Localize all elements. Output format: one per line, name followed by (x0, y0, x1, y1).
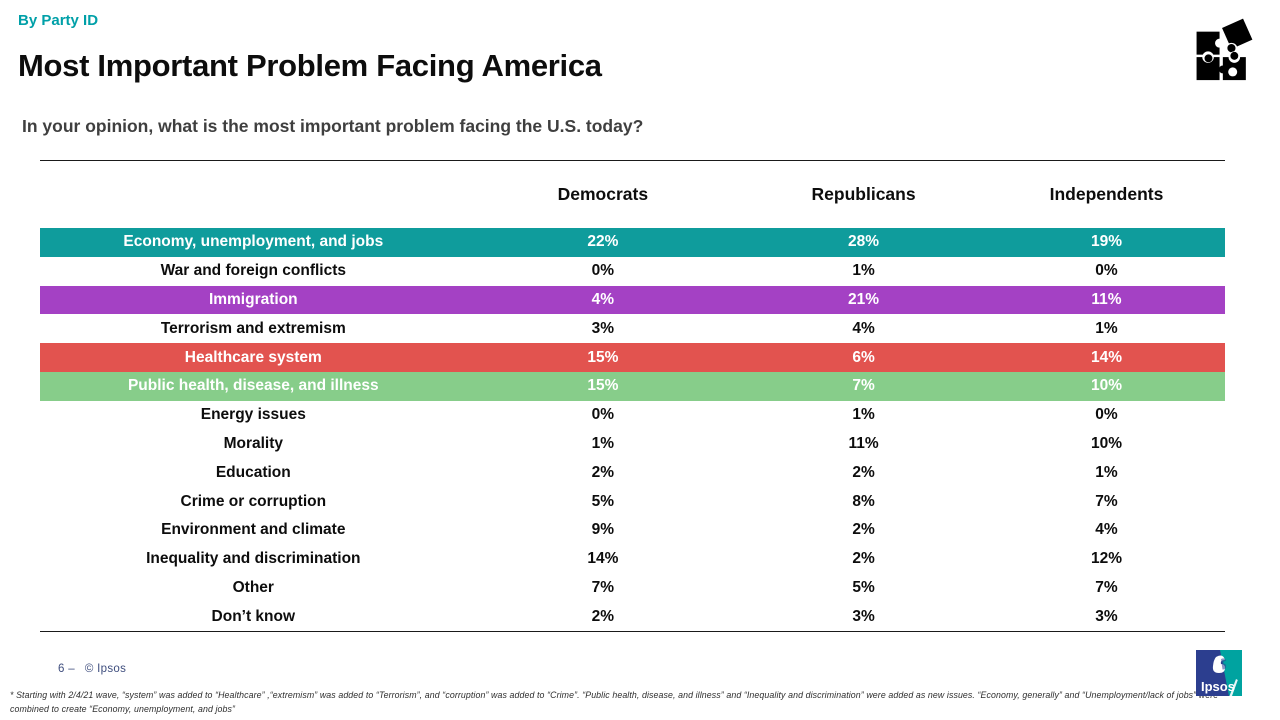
footnote-line-2: combined to create “Economy, unemploymen… (10, 703, 236, 714)
row-label: Crime or corruption (180, 492, 327, 510)
cell-value: 7% (1095, 578, 1118, 596)
cell-value: 14% (1090, 348, 1122, 366)
kicker: By Party ID (18, 12, 99, 29)
cell-value: 21% (848, 290, 880, 308)
cell-value: 12% (1090, 550, 1122, 568)
cell-value: 2% (591, 463, 615, 481)
cell-value: 3% (591, 319, 615, 337)
cell-value: 3% (1095, 607, 1118, 625)
cell-value: 4% (1095, 521, 1118, 539)
cell-value: 28% (848, 233, 880, 251)
table-header-row: Democrats Republicans Independents (40, 161, 1225, 228)
row-label: Healthcare system (184, 348, 322, 366)
row-label: Environment and climate (161, 521, 346, 539)
table-row: Inequality and discrimination 14% 2% 12% (40, 545, 1225, 574)
table-row: Crime or corruption 5% 8% 7% (40, 487, 1225, 516)
survey-question: In your opinion, what is the most import… (22, 116, 644, 136)
row-label: Morality (223, 434, 284, 452)
table-row: Healthcare system 15% 6% 14% (40, 343, 1225, 372)
copyright: © Ipsos (84, 663, 127, 675)
column-header-republicans: Republicans (811, 184, 916, 204)
table-row: Public health, disease, and illness 15% 7%… (40, 371, 1225, 401)
table-row: Morality 1% 11% 10% (40, 430, 1225, 459)
cell-value: 15% (587, 348, 619, 366)
cell-value: 14% (587, 550, 619, 568)
cell-value: 4% (591, 290, 615, 308)
footnote: * Starting with 2/4/21 wave, “system” wa… (10, 689, 1275, 716)
column-header-democrats: Democrats (557, 184, 649, 204)
page-number: 6 – (58, 663, 75, 675)
cell-value: 1% (1095, 463, 1118, 481)
table-row: Don’t know 2% 3% 3% (40, 602, 1225, 631)
cell-value: 2% (591, 607, 615, 625)
results-table: Democrats Republicans Independents Econo… (40, 160, 1225, 633)
page-footer: 6 – © Ipsos (58, 663, 126, 675)
cell-value: 1% (852, 406, 875, 424)
cell-value: 2% (852, 521, 875, 539)
table-row: War and foreign conflicts 0% 1% 0% (40, 257, 1225, 286)
cell-value: 19% (1090, 233, 1122, 251)
cell-value: 5% (591, 492, 615, 510)
cell-value: 10% (1090, 434, 1122, 452)
row-label: Inequality and discrimination (146, 550, 361, 568)
row-label: Immigration (208, 290, 298, 308)
cell-value: 1% (852, 262, 875, 280)
cell-value: 11% (848, 434, 879, 452)
row-label: Energy issues (200, 406, 306, 424)
row-label: Economy, unemployment, and jobs (123, 233, 384, 251)
table-row: Other 7% 5% 7% (40, 574, 1225, 603)
page-title: Most Important Problem Facing America (18, 48, 602, 83)
row-label: Don’t know (211, 607, 296, 625)
cell-value: 7% (852, 377, 875, 395)
cell-value: 15% (587, 377, 619, 395)
cell-value: 5% (852, 578, 875, 596)
cell-value: 10% (1090, 377, 1122, 395)
row-label: War and foreign conflicts (160, 262, 347, 280)
row-label: Terrorism and extremism (160, 319, 346, 337)
cell-value: 0% (591, 262, 615, 280)
table-body: Economy, unemployment, and jobs 22% 28% 19%… (40, 228, 1225, 633)
table-row: Energy issues 0% 1% 0% (40, 401, 1225, 430)
cell-value: 22% (587, 233, 619, 251)
cell-value: 1% (1095, 319, 1118, 337)
ipsos-logo: Ipsos (1196, 650, 1242, 696)
column-header-independents: Independents (1049, 184, 1164, 204)
cell-value: 9% (591, 521, 615, 539)
table-row: Education 2% 2% 1% (40, 458, 1225, 487)
cell-value: 8% (852, 492, 875, 510)
cell-value: 2% (852, 463, 875, 481)
cell-value: 6% (852, 348, 875, 366)
row-label: Public health, disease, and illness (127, 377, 379, 395)
table-row: Environment and climate 9% 2% 4% (40, 516, 1225, 545)
cell-value: 7% (591, 578, 615, 596)
cell-value: 2% (852, 550, 875, 568)
cell-value: 1% (591, 434, 615, 452)
footnote-line-1: * Starting with 2/4/21 wave, “system” wa… (10, 690, 1219, 700)
row-label: Education (215, 463, 291, 481)
cell-value: 4% (852, 319, 875, 337)
row-label: Other (232, 578, 274, 596)
cell-value: 0% (591, 406, 615, 424)
svg-text:Ipsos: Ipsos (1201, 679, 1235, 694)
table-row: Economy, unemployment, and jobs 22% 28% 19% (40, 228, 1225, 257)
cell-value: 0% (1095, 406, 1118, 424)
table-row: Immigration 4% 21% 11% (40, 285, 1225, 315)
table-row: Terrorism and extremism 3% 4% 1% (40, 314, 1225, 343)
cell-value: 3% (852, 607, 875, 625)
cell-value: 11% (1091, 290, 1122, 308)
cell-value: 0% (1095, 262, 1118, 280)
puzzle-icon (1196, 18, 1253, 81)
cell-value: 7% (1095, 492, 1118, 510)
